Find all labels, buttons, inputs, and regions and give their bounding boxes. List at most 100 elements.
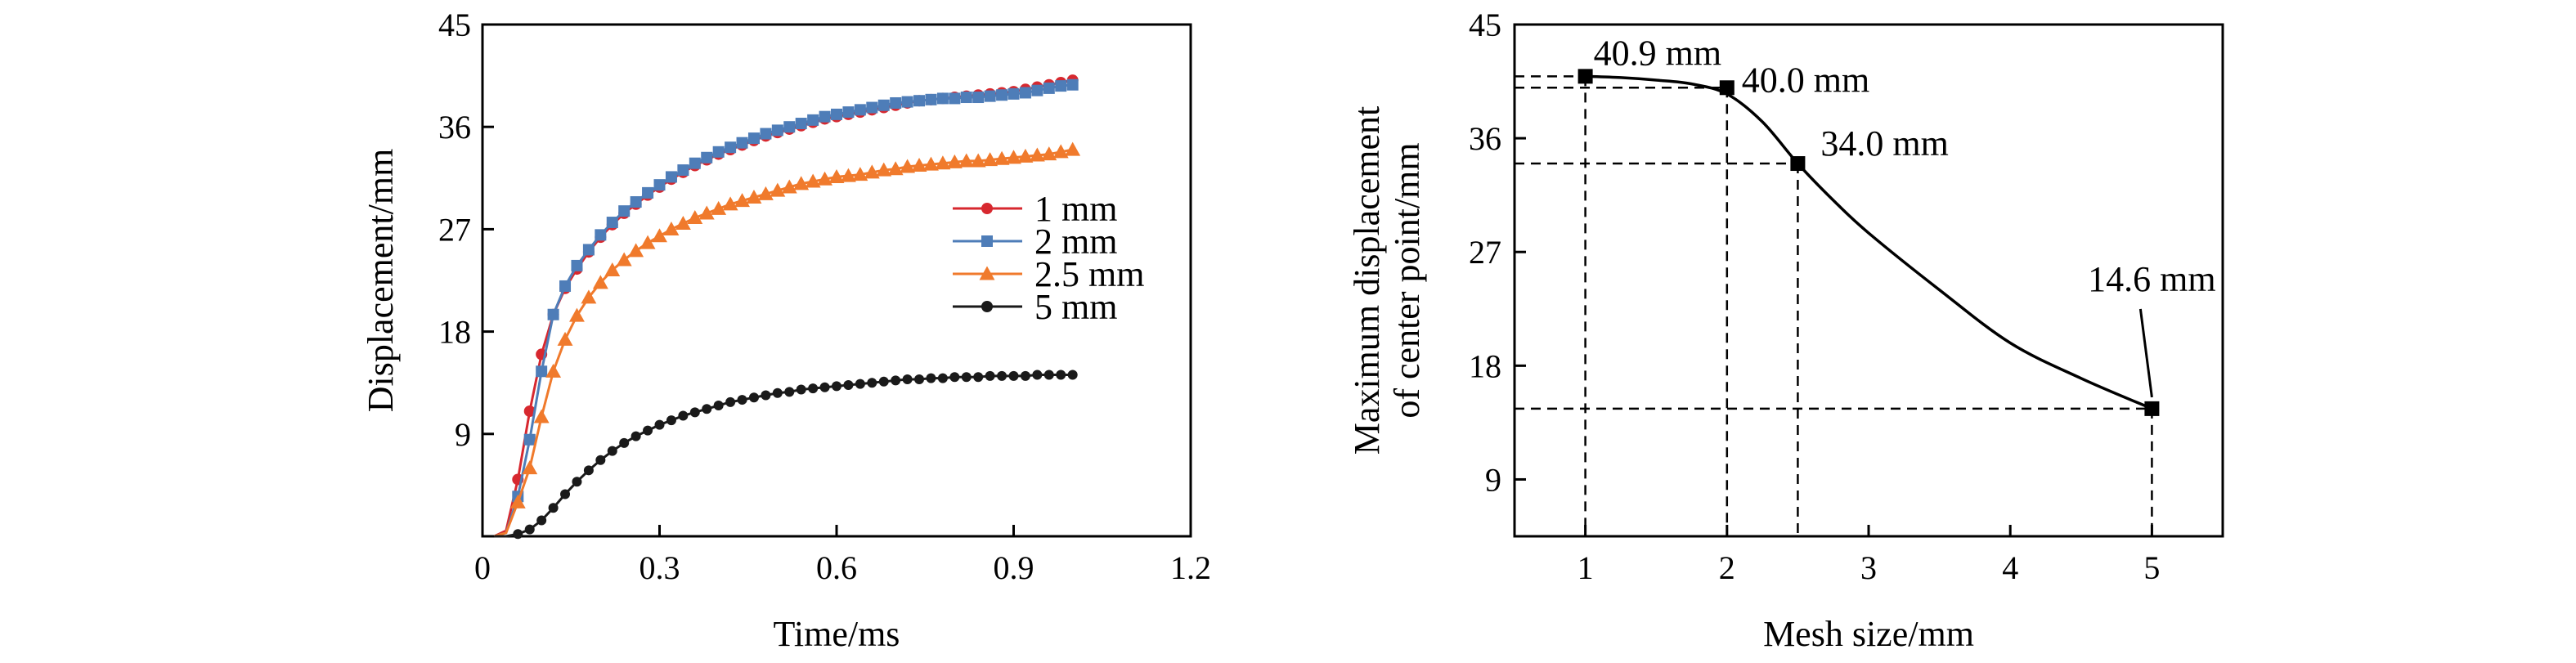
data-point (1029, 147, 1045, 162)
data-point (914, 374, 925, 385)
data-point (795, 118, 807, 130)
data-point (595, 455, 606, 465)
data-point (725, 141, 737, 154)
data-point (725, 396, 736, 407)
data-point (781, 179, 797, 194)
data-point (630, 196, 642, 208)
data-point (1066, 78, 1079, 91)
y-tick-label: 45 (1469, 7, 1501, 43)
legend-label: 5 mm (1034, 287, 1117, 327)
data-point (866, 101, 878, 114)
data-point (702, 404, 712, 414)
x-tick-label: 1.2 (1170, 549, 1211, 586)
data-point (572, 477, 582, 487)
data-point (832, 381, 841, 392)
data-point (831, 108, 842, 120)
y-axis-label-line2: of center point/mm (1387, 142, 1427, 418)
y-tick-label: 18 (438, 314, 471, 351)
data-point (713, 401, 724, 411)
data-point (559, 280, 572, 292)
data-point (722, 196, 738, 211)
data-point (887, 161, 904, 176)
data-point (890, 96, 902, 109)
data-point (970, 153, 986, 168)
data-point (819, 110, 831, 123)
data-point (1067, 370, 1078, 380)
data-point (783, 121, 796, 133)
data-point (557, 331, 573, 346)
data-point (643, 425, 653, 436)
data-point (652, 228, 667, 243)
y-tick-label: 36 (1469, 120, 1501, 157)
data-point (1019, 87, 1031, 99)
data-point (536, 365, 548, 378)
data-point (925, 93, 937, 105)
data-point (654, 419, 665, 430)
y-tick-label: 36 (438, 109, 471, 146)
data-point (663, 221, 680, 235)
x-tick-label: 0.6 (816, 549, 857, 586)
x-tick-label: 4 (2002, 549, 2018, 586)
data-point (761, 390, 771, 401)
x-axis-label: Mesh size/mm (1763, 614, 1974, 654)
data-point (842, 106, 855, 119)
data-point (1577, 69, 1593, 84)
data-point (876, 162, 892, 177)
data-point (631, 431, 641, 441)
data-point (807, 114, 819, 126)
data-point (911, 158, 927, 172)
data-point (949, 92, 961, 105)
x-tick-label: 0.3 (640, 549, 680, 586)
data-point (985, 370, 995, 381)
data-point (666, 415, 676, 426)
y-tick-label: 45 (438, 7, 471, 43)
data-point (1020, 370, 1030, 381)
data-point (642, 186, 654, 199)
data-point (1041, 146, 1057, 161)
data-point (513, 529, 523, 540)
displacement-time-chart: 0 0.3 0.6 0.9 1.2 9 18 27 36 45 Time/ms Displacemen… (361, 7, 1211, 654)
data-point (1031, 84, 1043, 96)
data-point (760, 128, 772, 140)
data-point (771, 124, 783, 137)
data-point (757, 186, 774, 200)
data-point (1065, 141, 1081, 156)
data-point (784, 387, 795, 397)
data-point (981, 301, 993, 312)
point-label: 40.9 mm (1594, 33, 1721, 73)
data-point (545, 363, 562, 378)
data-point (522, 460, 538, 475)
data-point (747, 132, 760, 145)
data-point (997, 370, 1008, 381)
data-point (926, 373, 936, 383)
data-point (1017, 148, 1034, 163)
data-point (595, 229, 607, 241)
data-point (746, 189, 762, 204)
data-point (1055, 80, 1067, 92)
data-point (592, 275, 608, 289)
data-point (1043, 82, 1055, 94)
data-point (1790, 156, 1806, 172)
data-point (711, 200, 727, 215)
data-point (819, 382, 830, 392)
data-point (878, 376, 889, 387)
data-point (665, 171, 677, 183)
data-point (736, 137, 748, 149)
data-point (678, 410, 689, 421)
data-point (523, 433, 536, 446)
data-point (805, 173, 821, 188)
data-point (900, 159, 916, 173)
data-point (582, 244, 595, 256)
data-point (689, 157, 701, 169)
data-point (701, 151, 713, 164)
data-point (958, 153, 975, 168)
data-point (581, 289, 597, 304)
data-point (793, 176, 810, 190)
series-2-mm (494, 78, 1079, 538)
data-point (524, 524, 535, 535)
x-axis-label: Time/ms (774, 614, 900, 654)
legend-label: 2 mm (1034, 222, 1117, 262)
data-point (770, 182, 786, 197)
data-point (619, 437, 630, 448)
